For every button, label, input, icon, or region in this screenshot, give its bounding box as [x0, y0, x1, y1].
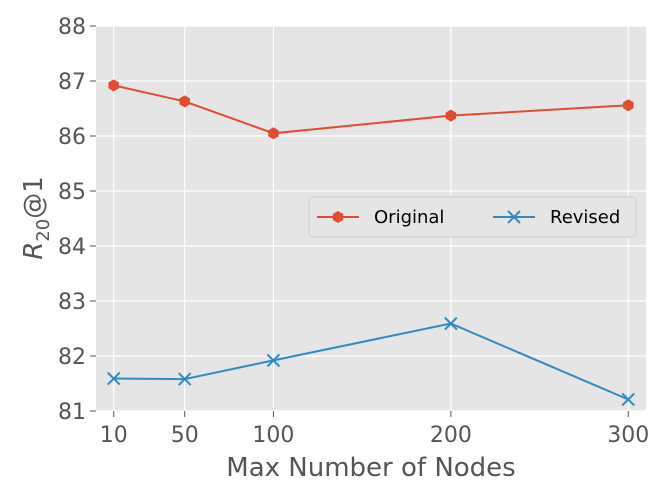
data-point — [444, 316, 458, 331]
legend-marker-revised — [507, 210, 521, 224]
legend-box — [308, 196, 637, 238]
data-point — [107, 371, 121, 386]
data-point — [621, 392, 635, 407]
data-point — [268, 127, 279, 140]
legend-label-revised: Revised — [550, 207, 620, 228]
y-tick-label: 83 — [58, 290, 86, 315]
data-point — [623, 99, 634, 112]
y-tick-label: 81 — [58, 400, 86, 425]
x-tick-label: 200 — [430, 423, 472, 448]
x-tick-label: 300 — [607, 423, 649, 448]
data-point — [178, 372, 192, 386]
legend: Original Revised — [308, 196, 637, 238]
y-axis-title-suffix: @1 — [19, 176, 49, 219]
y-tick-label: 86 — [58, 125, 86, 150]
data-point — [266, 353, 281, 368]
data-point — [445, 109, 456, 122]
y-tick-label: 88 — [58, 15, 86, 40]
y-tick-label: 87 — [58, 70, 86, 95]
y-axis-title: R20@1 — [19, 176, 54, 260]
series-layer — [107, 79, 635, 407]
x-tick-label: 10 — [100, 423, 128, 448]
y-tick-label: 82 — [58, 345, 86, 370]
x-axis-title: Max Number of Nodes — [226, 453, 515, 483]
y-axis-title-subscript: 20 — [33, 219, 54, 242]
legend-marker-original — [332, 211, 344, 223]
x-tick-labels: 10 50 100 200 300 — [100, 411, 649, 448]
series-original — [108, 79, 634, 140]
x-tick-label: 100 — [252, 423, 294, 448]
y-tick-label: 84 — [58, 235, 86, 260]
x-tick-label: 50 — [171, 423, 199, 448]
y-axis-title-base: R — [19, 242, 49, 260]
legend-label-original: Original — [374, 207, 444, 228]
series-revised — [107, 316, 635, 407]
y-tick-labels: 81 82 83 84 85 86 87 88 — [58, 15, 96, 425]
data-point — [179, 95, 190, 108]
data-point — [108, 79, 119, 92]
y-tick-label: 85 — [58, 180, 86, 205]
